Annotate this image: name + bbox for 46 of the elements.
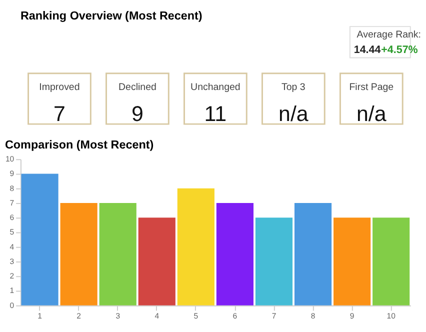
x-tick-label: 1 xyxy=(38,312,42,321)
y-tick-label: 6 xyxy=(10,213,14,222)
x-tick-label: 8 xyxy=(310,312,316,321)
bar xyxy=(99,203,136,306)
category-label: First Page xyxy=(349,82,394,93)
text: +4.57% xyxy=(381,44,418,56)
text: Average Rank: xyxy=(356,29,422,40)
data-label: 11 xyxy=(204,102,227,126)
data-label: 7 xyxy=(53,102,66,126)
x-tick-label: 10 xyxy=(386,312,396,321)
y-tick-label: 1 xyxy=(10,286,14,296)
data-label: 9 xyxy=(131,102,144,126)
y-tick-label: 9 xyxy=(10,169,14,178)
x-tick-label: 6 xyxy=(232,312,238,321)
x-tick-label: 4 xyxy=(154,312,160,321)
y-tick-label: 8 xyxy=(10,184,14,193)
y-tick-label: 7 xyxy=(10,198,14,208)
bar xyxy=(21,174,58,306)
bar xyxy=(138,218,176,306)
text: 14.44 xyxy=(354,44,381,56)
category-label: Declined xyxy=(118,82,156,93)
category-label: Top 3 xyxy=(282,82,306,93)
bar xyxy=(255,218,293,306)
y-tick-label: 0 xyxy=(10,300,15,310)
text: Ranking Overview (Most Recent) xyxy=(20,9,202,22)
bar xyxy=(177,188,214,306)
bar xyxy=(216,203,254,306)
data-label: n/a xyxy=(278,102,308,126)
x-tick-label: 3 xyxy=(116,312,120,321)
y-tick-label: 2 xyxy=(10,272,14,281)
y-tick-label: 3 xyxy=(10,256,14,266)
x-tick-label: 9 xyxy=(350,312,354,321)
x-tick-label: 5 xyxy=(194,312,198,321)
y-tick-label: 10 xyxy=(5,154,15,164)
bar xyxy=(334,218,371,306)
y-tick-label: 5 xyxy=(10,228,14,237)
chart-title: Comparison (Most Recent) xyxy=(4,138,154,152)
bar xyxy=(294,203,332,306)
bar xyxy=(372,218,410,306)
x-tick-label: 2 xyxy=(76,312,81,321)
y-tick-label: 4 xyxy=(10,242,15,252)
data-label: n/a xyxy=(356,102,386,126)
bar xyxy=(60,203,98,306)
x-tick-label: 7 xyxy=(272,312,276,321)
category-label: Improved xyxy=(39,82,80,93)
category-label: Unchanged xyxy=(190,82,240,93)
